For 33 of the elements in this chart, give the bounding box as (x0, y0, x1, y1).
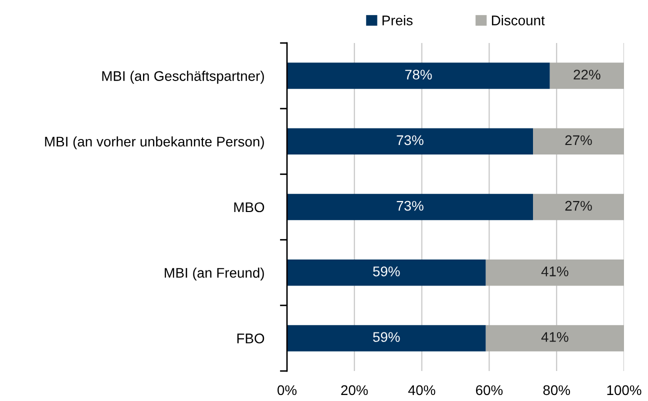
x-tick-label: 40% (408, 385, 436, 396)
data-label: 73% (396, 200, 424, 211)
data-label: 41% (541, 332, 568, 342)
x-tick-label: 100% (607, 385, 642, 396)
legend-label: Discount (492, 15, 545, 26)
bar (287, 128, 534, 155)
y-tick-label: MBO (234, 202, 264, 212)
legend-label: Preis (382, 15, 413, 26)
y-tick-label: MBI (an vorher unbekannte Person) (45, 136, 264, 150)
data-label: 59% (373, 266, 400, 276)
x-tick-label: 80% (543, 385, 570, 396)
bar (287, 325, 486, 352)
bar (550, 62, 624, 89)
bar (287, 62, 550, 89)
x-tick-label: 60% (476, 385, 503, 396)
data-label: 78% (405, 70, 432, 80)
bar (533, 194, 624, 220)
bar (287, 194, 534, 220)
data-label: 73% (396, 135, 424, 146)
x-tick-label: 0% (278, 385, 297, 396)
bar (533, 128, 624, 155)
data-label: 59% (373, 332, 400, 342)
bar (287, 259, 486, 286)
x-tick-label: 20% (341, 385, 368, 396)
bar (486, 259, 624, 286)
y-tick-label: MBI (an Geschäftspartner) (102, 70, 264, 84)
data-label: 27% (565, 135, 592, 146)
data-label: 27% (565, 200, 592, 211)
y-tick-label: FBO (237, 334, 264, 344)
data-label: 41% (541, 266, 568, 276)
y-tick-label: MBI (an Freund) (164, 268, 264, 281)
data-label: 22% (574, 70, 600, 80)
bar (486, 325, 624, 352)
